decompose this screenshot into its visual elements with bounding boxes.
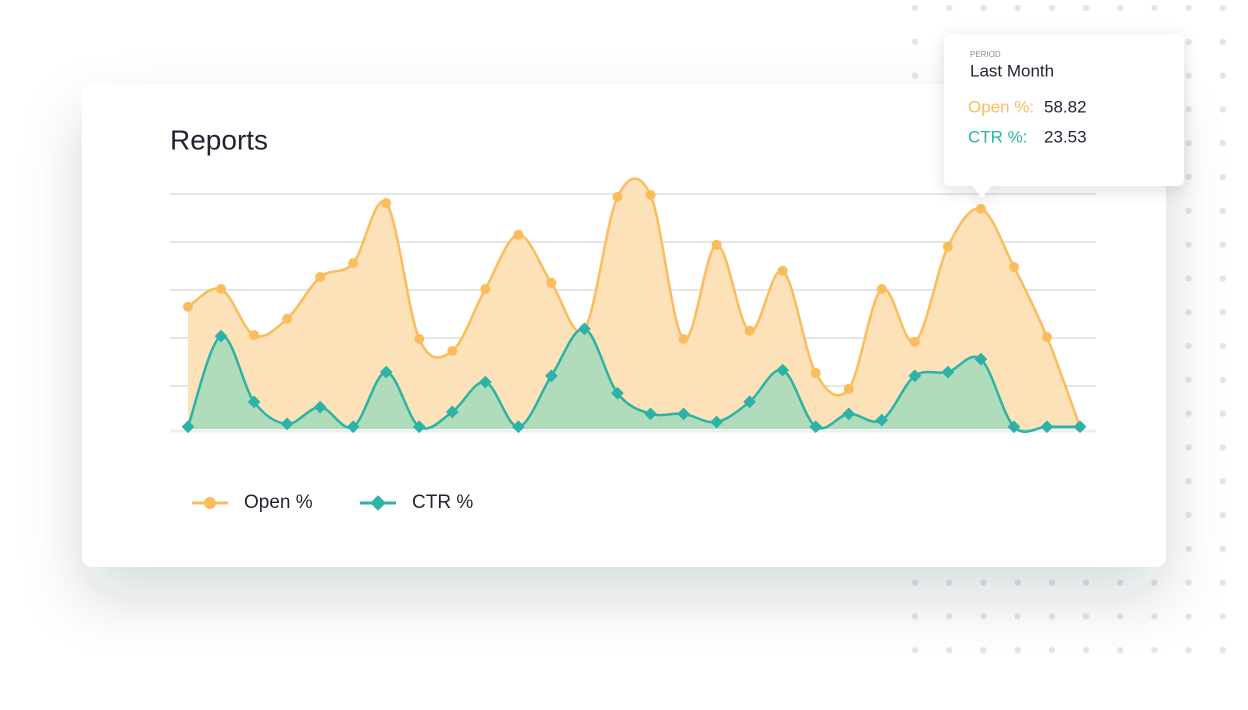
- point: [412, 420, 426, 434]
- tooltip: [944, 34, 1184, 198]
- area: [188, 328, 1080, 432]
- tooltip-period: PERIOD: [970, 50, 1001, 59]
- point: [414, 333, 425, 344]
- area: [188, 178, 1080, 429]
- tooltip-label: Last Month: [970, 61, 1054, 80]
- point: [876, 284, 887, 295]
- point: [975, 203, 986, 214]
- tooltip-arrow: [972, 185, 992, 198]
- chart-title: Reports: [170, 124, 268, 155]
- tooltip-row-name: CTR %:: [968, 127, 1028, 146]
- point: [348, 258, 359, 269]
- point: [678, 333, 689, 344]
- point: [744, 325, 755, 336]
- tooltip-row-value: 23.53: [1044, 127, 1087, 146]
- point: [181, 420, 195, 434]
- legend-marker: [204, 497, 216, 509]
- point: [909, 336, 920, 347]
- point: [478, 375, 492, 389]
- point: [381, 198, 392, 209]
- point: [249, 330, 260, 341]
- point: [216, 284, 227, 295]
- tooltip-row-name: Open %:: [968, 97, 1034, 116]
- tooltip-row-value: 58.82: [1044, 97, 1087, 116]
- line: [187, 177, 1082, 428]
- plot: Open % CTR %: [170, 177, 1096, 513]
- point: [379, 365, 393, 379]
- point: [445, 405, 459, 419]
- point: [247, 395, 261, 409]
- point: [282, 313, 293, 324]
- legend-label: Open %: [244, 492, 313, 513]
- point: [214, 329, 228, 343]
- point: [711, 239, 722, 250]
- point: [1008, 261, 1019, 272]
- point: [645, 189, 656, 200]
- point: [315, 272, 326, 283]
- point: [546, 277, 557, 288]
- point: [513, 229, 524, 240]
- point: [843, 383, 854, 394]
- point: [280, 417, 294, 431]
- legend-label: CTR %: [412, 492, 473, 513]
- point: [480, 284, 491, 295]
- point: [777, 265, 788, 276]
- point: [810, 368, 821, 379]
- point: [612, 191, 623, 202]
- point: [1041, 332, 1052, 343]
- point: [346, 420, 360, 434]
- point: [183, 301, 193, 312]
- point: [942, 241, 953, 252]
- tooltip-box: [944, 34, 1184, 186]
- point: [447, 345, 458, 356]
- point: [313, 400, 327, 414]
